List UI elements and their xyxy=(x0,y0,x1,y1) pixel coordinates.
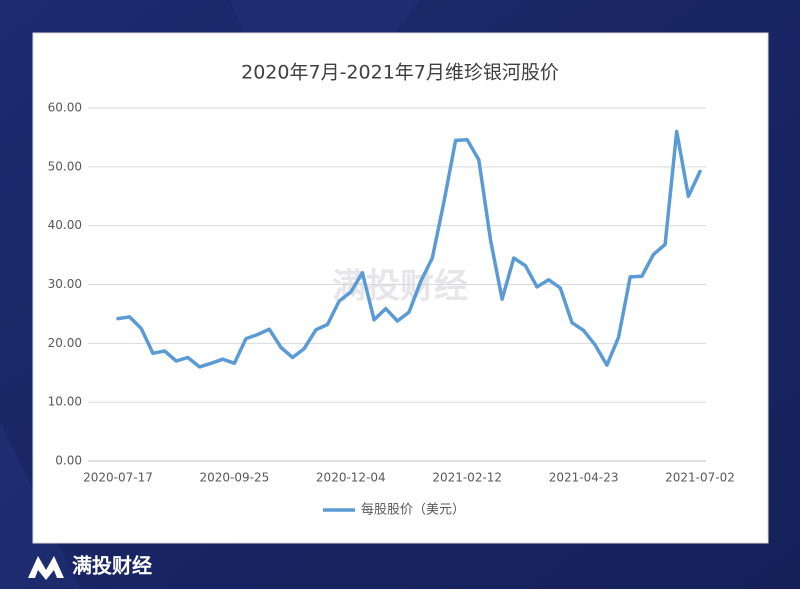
y-tick-label: 20.00 xyxy=(48,336,82,350)
chart-title: 2020年7月-2021年7月维珍银河股价 xyxy=(241,62,559,84)
y-tick-label: 10.00 xyxy=(48,395,82,409)
x-tick-label: 2020-12-04 xyxy=(316,471,386,485)
x-tick-label: 2021-04-23 xyxy=(549,471,619,485)
brand-logo: 满投财经 xyxy=(28,554,152,580)
x-tick-label: 2021-07-02 xyxy=(665,471,735,485)
x-tick-label: 2020-07-17 xyxy=(83,471,153,485)
y-tick-label: 50.00 xyxy=(48,159,82,173)
line-series xyxy=(116,129,702,369)
y-tick-label: 0.00 xyxy=(55,454,82,468)
chart-panel xyxy=(32,32,769,544)
x-tick-label: 2020-09-25 xyxy=(200,471,270,485)
legend-label: 每股股价（美元） xyxy=(361,502,465,518)
y-tick-label: 60.00 xyxy=(48,101,82,115)
x-tick-label: 2021-02-12 xyxy=(432,471,502,485)
brand-name: 满投财经 xyxy=(72,554,152,578)
y-tick-label: 30.00 xyxy=(48,277,82,291)
y-tick-label: 40.00 xyxy=(48,218,82,232)
brand-icon xyxy=(28,556,64,580)
